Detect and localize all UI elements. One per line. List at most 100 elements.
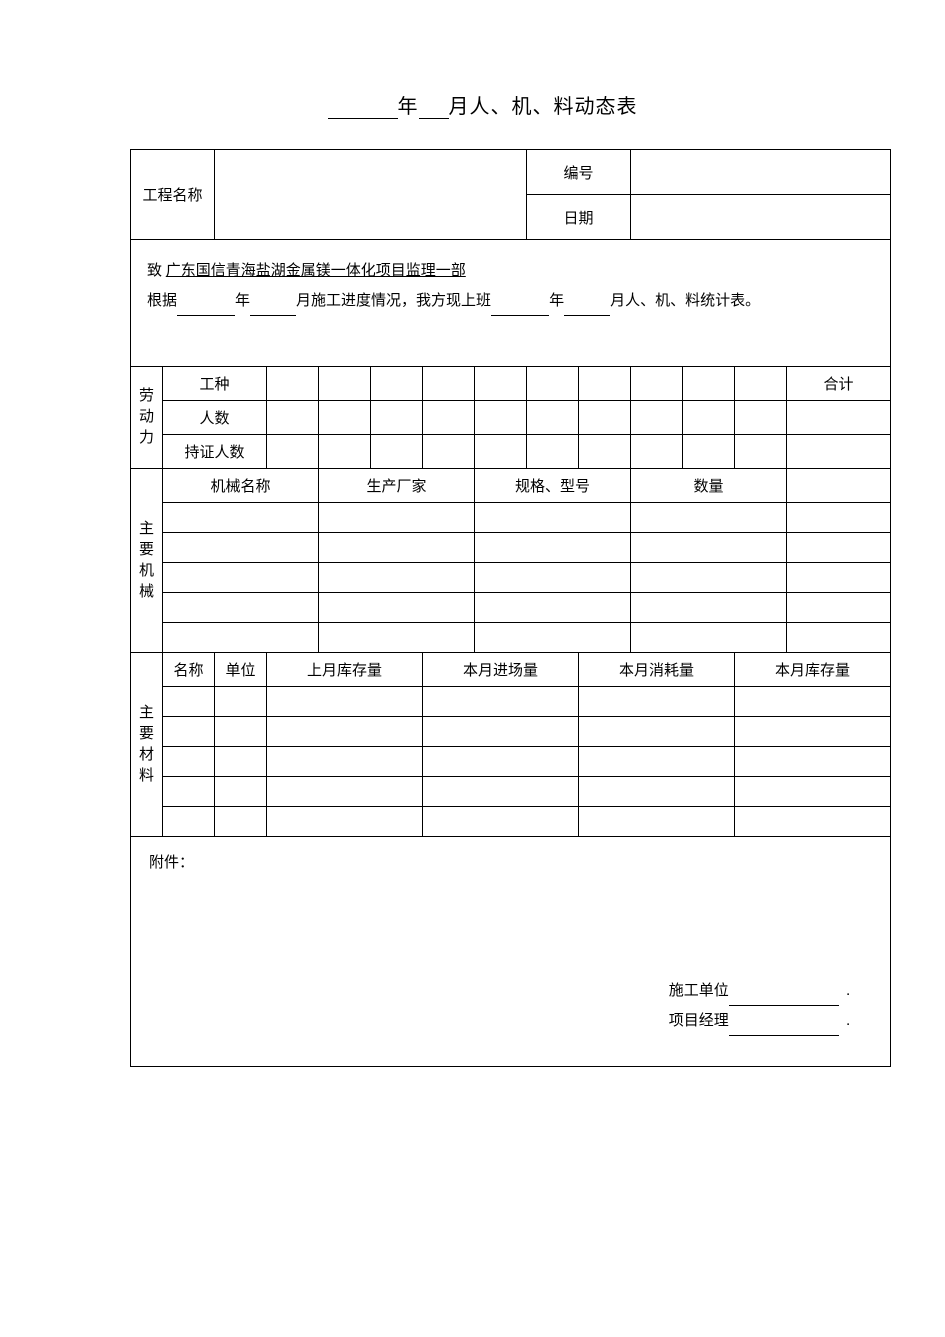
labor-total-cell xyxy=(787,435,891,469)
materials-section-label: 主要材料 xyxy=(131,653,163,837)
labor-cell xyxy=(319,435,371,469)
materials-cell xyxy=(215,777,267,807)
letter-month-unit1: 月 xyxy=(296,293,311,309)
labor-cell xyxy=(631,367,683,401)
title-month-blank xyxy=(419,97,449,119)
labor-cell xyxy=(579,401,631,435)
machinery-cell xyxy=(475,593,631,623)
materials-cell xyxy=(579,777,735,807)
title-month-unit: 月 xyxy=(449,96,470,118)
labor-cell xyxy=(475,435,527,469)
labor-row-worktype-label: 工种 xyxy=(163,367,267,401)
labor-cell xyxy=(267,367,319,401)
machinery-cell xyxy=(631,503,787,533)
materials-cell xyxy=(267,687,423,717)
materials-cell xyxy=(735,717,891,747)
labor-cell xyxy=(735,401,787,435)
labor-row-cert-label: 持证人数 xyxy=(163,435,267,469)
machinery-cell xyxy=(163,533,319,563)
labor-cell xyxy=(527,435,579,469)
materials-cell xyxy=(163,747,215,777)
machinery-cell xyxy=(163,503,319,533)
letter-year-blank1 xyxy=(177,300,235,317)
title-year-unit: 年 xyxy=(398,96,419,118)
materials-cell xyxy=(423,807,579,837)
machinery-cell xyxy=(475,503,631,533)
materials-cell xyxy=(735,807,891,837)
machinery-cell xyxy=(631,593,787,623)
materials-col4: 本月进场量 xyxy=(423,653,579,687)
title-suffix: 人、机、料动态表 xyxy=(470,96,638,118)
labor-cell xyxy=(371,367,423,401)
materials-cell xyxy=(735,777,891,807)
machinery-cell xyxy=(475,533,631,563)
machinery-cell xyxy=(163,623,319,653)
materials-cell xyxy=(579,807,735,837)
labor-row-count-label: 人数 xyxy=(163,401,267,435)
materials-cell xyxy=(267,777,423,807)
labor-cell xyxy=(319,367,371,401)
materials-cell xyxy=(735,747,891,777)
labor-cell xyxy=(423,435,475,469)
project-manager-label: 项目经理 xyxy=(669,1013,729,1029)
project-name-value xyxy=(215,150,527,240)
materials-cell xyxy=(423,747,579,777)
machinery-cell xyxy=(163,593,319,623)
materials-cell xyxy=(215,807,267,837)
machinery-cell xyxy=(319,563,475,593)
machinery-section-label: 主要机械 xyxy=(131,469,163,653)
project-manager-blank xyxy=(729,1020,839,1037)
materials-cell xyxy=(163,807,215,837)
machinery-cell xyxy=(319,503,475,533)
serial-value xyxy=(631,150,891,195)
materials-cell xyxy=(423,717,579,747)
labor-cell xyxy=(735,435,787,469)
labor-cell xyxy=(683,435,735,469)
machinery-col3: 规格、型号 xyxy=(475,469,631,503)
materials-cell xyxy=(579,717,735,747)
materials-col1: 名称 xyxy=(163,653,215,687)
machinery-cell xyxy=(787,623,891,653)
labor-cell xyxy=(371,435,423,469)
labor-cell xyxy=(475,401,527,435)
attachment-label: 附件： xyxy=(149,851,872,872)
labor-cell xyxy=(527,367,579,401)
machinery-col4: 数量 xyxy=(631,469,787,503)
letter-line2-suffix: 人、机、料统计表。 xyxy=(625,293,760,309)
materials-col5: 本月消耗量 xyxy=(579,653,735,687)
labor-cell xyxy=(267,401,319,435)
labor-cell xyxy=(527,401,579,435)
labor-cell xyxy=(735,367,787,401)
date-label: 日期 xyxy=(527,195,631,240)
letter-to-label: 致 xyxy=(147,263,162,279)
letter-month-unit2: 月 xyxy=(610,293,625,309)
main-form-table: 工程名称 编号 日期 致 广东国信青海盐湖金属镁一体化项目监理一部 根据年月施工… xyxy=(130,149,891,1067)
letter-month-blank1 xyxy=(250,300,296,317)
materials-col6: 本月库存量 xyxy=(735,653,891,687)
labor-cell xyxy=(683,367,735,401)
machinery-cell xyxy=(787,533,891,563)
labor-cell xyxy=(683,401,735,435)
materials-cell xyxy=(215,717,267,747)
labor-total-label: 合计 xyxy=(787,367,891,401)
serial-label: 编号 xyxy=(527,150,631,195)
labor-cell xyxy=(423,367,475,401)
machinery-cell xyxy=(787,503,891,533)
labor-cell xyxy=(319,401,371,435)
labor-cell xyxy=(475,367,527,401)
project-name-label: 工程名称 xyxy=(131,150,215,240)
machinery-cell xyxy=(475,563,631,593)
materials-cell xyxy=(267,747,423,777)
labor-cell xyxy=(631,435,683,469)
construction-unit-blank xyxy=(729,990,839,1007)
machinery-cell xyxy=(319,593,475,623)
labor-total-cell xyxy=(787,401,891,435)
letter-year-blank2 xyxy=(491,300,549,317)
materials-cell xyxy=(163,717,215,747)
materials-col3: 上月库存量 xyxy=(267,653,423,687)
machinery-cell xyxy=(631,563,787,593)
machinery-cell xyxy=(631,623,787,653)
materials-cell xyxy=(163,687,215,717)
machinery-cell xyxy=(163,563,319,593)
materials-cell xyxy=(579,747,735,777)
